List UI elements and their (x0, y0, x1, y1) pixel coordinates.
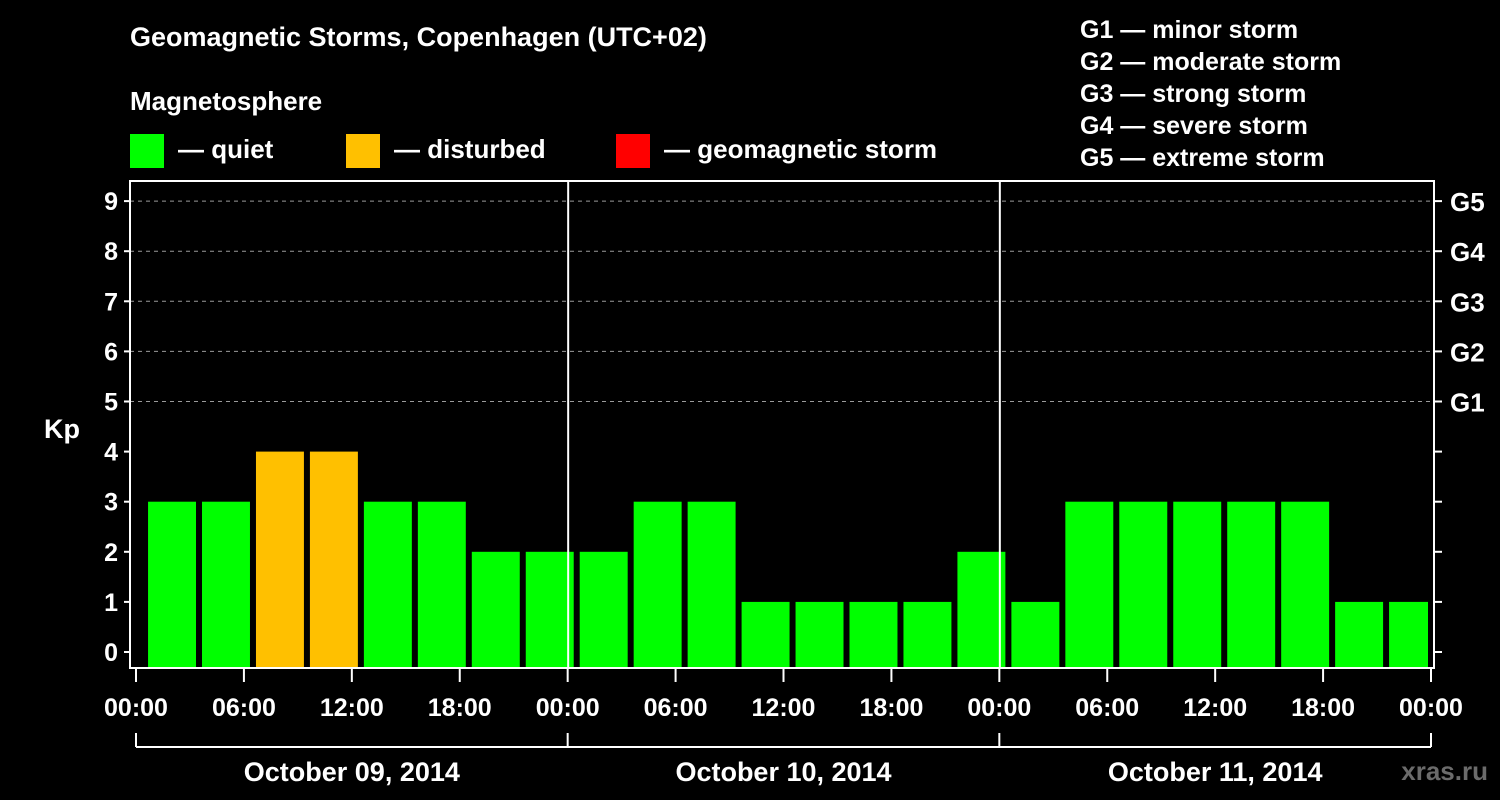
storm-level-tick-label: G5 (1450, 187, 1485, 217)
storm-level-g4: G4 — severe storm (1080, 112, 1308, 140)
kp-bar (687, 501, 736, 668)
y-tick-label: 7 (104, 288, 118, 316)
legend-label-storm: — geomagnetic storm (664, 134, 938, 164)
magnetosphere-heading: Magnetosphere (130, 86, 323, 116)
legend-label-quiet: — quiet (178, 134, 274, 164)
kp-bar (1011, 601, 1060, 668)
x-tick-label: 12:00 (752, 694, 816, 722)
y-tick-label: 6 (104, 338, 118, 366)
kp-bar (1119, 501, 1168, 668)
x-tick-label: 18:00 (859, 694, 923, 722)
x-tick-label: 18:00 (428, 694, 492, 722)
x-tick-label: 18:00 (1291, 694, 1355, 722)
storm-level-g5: G5 — extreme storm (1080, 144, 1325, 172)
storm-level-g2: G2 — moderate storm (1080, 48, 1342, 76)
kp-bar (525, 551, 574, 668)
date-label: October 09, 2014 (244, 757, 460, 787)
kp-bar (1389, 601, 1428, 668)
x-tick-label: 06:00 (1075, 694, 1139, 722)
y-axis-label: Kp (44, 414, 80, 444)
date-label: October 10, 2014 (675, 757, 891, 787)
kp-bar (1173, 501, 1222, 668)
kp-bar (741, 601, 790, 668)
kp-bar (633, 501, 682, 668)
kp-bar (1227, 501, 1276, 668)
y-tick-label: 0 (104, 639, 118, 667)
x-tick-label: 12:00 (320, 694, 384, 722)
plot-frame (129, 180, 1435, 669)
storm-level-g1: G1 — minor storm (1080, 16, 1299, 44)
storm-level-g3: G3 — strong storm (1080, 80, 1307, 108)
kp-bar (363, 501, 412, 668)
y-tick-label: 5 (104, 389, 118, 417)
legend-swatch-storm (616, 134, 650, 168)
y-tick-label: 3 (104, 489, 118, 517)
kp-bar (957, 551, 1006, 668)
date-label: October 11, 2014 (1108, 757, 1323, 787)
x-tick-label: 00:00 (1399, 694, 1463, 722)
watermark: xras.ru (1401, 756, 1488, 786)
legend-label-disturbed: — disturbed (394, 134, 546, 164)
kp-bar (202, 501, 250, 668)
y-tick-label: 9 (104, 188, 118, 216)
y-tick-label: 4 (104, 439, 118, 467)
x-tick-label: 06:00 (644, 694, 708, 722)
kp-bar (1065, 501, 1114, 668)
storm-level-tick-label: G2 (1450, 337, 1485, 367)
x-tick-label: 12:00 (1183, 694, 1247, 722)
storm-level-tick-label: G3 (1450, 287, 1485, 317)
storm-level-tick-label: G4 (1450, 237, 1485, 267)
kp-bar (1281, 501, 1330, 668)
x-tick-label: 00:00 (104, 694, 168, 722)
kp-bar (255, 451, 304, 668)
kp-bar (903, 601, 952, 668)
x-tick-label: 00:00 (967, 694, 1031, 722)
x-tick-label: 00:00 (536, 694, 600, 722)
y-tick-label: 8 (104, 238, 118, 266)
kp-bar (148, 501, 197, 668)
kp-bar (795, 601, 844, 668)
storm-level-tick-label: G1 (1450, 388, 1485, 418)
kp-bar (309, 451, 358, 668)
x-tick-label: 06:00 (212, 694, 276, 722)
y-tick-label: 1 (104, 589, 118, 617)
y-tick-label: 2 (104, 539, 118, 567)
chart-title: Geomagnetic Storms, Copenhagen (UTC+02) (130, 22, 707, 52)
legend-swatch-quiet (130, 134, 164, 168)
legend-swatch-disturbed (346, 134, 380, 168)
kp-bar (1335, 601, 1384, 668)
kp-bar (471, 551, 520, 668)
kp-bar (849, 601, 898, 668)
kp-bar (417, 501, 466, 668)
kp-bar (579, 551, 628, 668)
